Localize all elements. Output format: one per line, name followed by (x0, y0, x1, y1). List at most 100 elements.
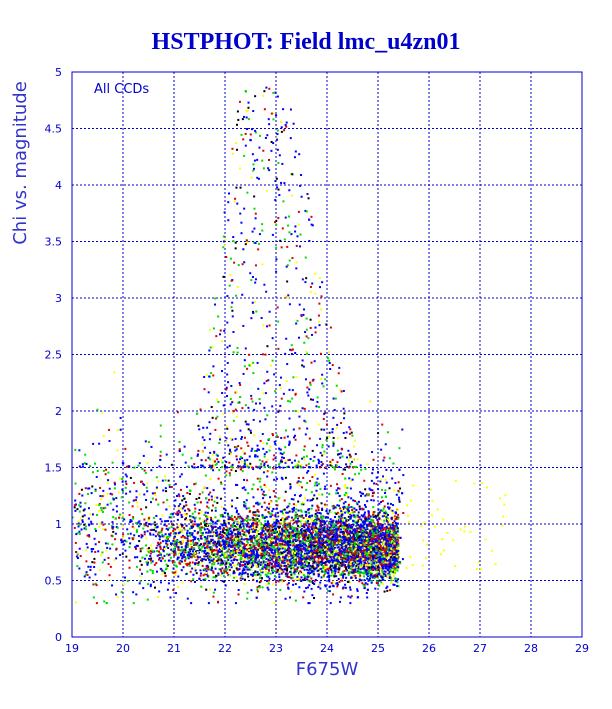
data-point (367, 544, 370, 547)
data-point (255, 565, 258, 568)
data-point (239, 535, 242, 538)
data-point (358, 578, 361, 581)
data-point (318, 540, 321, 543)
data-point (389, 563, 392, 566)
data-point (308, 575, 311, 578)
data-point (274, 553, 277, 556)
data-point (314, 565, 317, 568)
data-point (219, 520, 222, 523)
data-point (173, 537, 176, 540)
data-point (264, 556, 267, 559)
data-point (229, 554, 232, 557)
data-point (234, 507, 237, 510)
data-point (197, 561, 200, 564)
data-point (292, 561, 295, 564)
data-point (345, 554, 348, 557)
grid-lines (71, 71, 583, 638)
data-point (289, 570, 292, 573)
data-point (397, 585, 400, 588)
data-point (240, 546, 243, 549)
data-point (367, 579, 370, 582)
data-point (254, 514, 257, 517)
data-point (280, 572, 283, 575)
data-point (276, 536, 279, 539)
data-point (258, 561, 261, 564)
data-point (388, 542, 391, 545)
data-point (354, 574, 357, 577)
data-point (265, 565, 268, 568)
data-point (203, 513, 206, 516)
data-point (165, 545, 168, 548)
data-point (172, 547, 175, 550)
data-point (364, 559, 367, 562)
data-point (319, 554, 322, 557)
data-point (246, 521, 249, 524)
data-point (305, 544, 308, 547)
data-point (394, 538, 397, 541)
data-point (189, 518, 192, 521)
data-point (166, 564, 169, 567)
data-point (294, 570, 297, 573)
data-point (247, 552, 250, 555)
data-point (313, 530, 316, 533)
data-point (202, 526, 205, 529)
data-point (205, 531, 208, 534)
data-point (231, 534, 234, 537)
data-point (307, 534, 310, 537)
data-point (237, 546, 240, 549)
data-point (271, 557, 274, 560)
data-point (324, 584, 327, 587)
data-point (366, 555, 369, 558)
data-point (385, 567, 388, 570)
data-point (327, 561, 330, 564)
data-point (376, 540, 379, 543)
data-point (379, 523, 382, 526)
data-point (339, 596, 342, 599)
data-point (350, 550, 353, 553)
data-point (313, 560, 316, 563)
data-point (149, 585, 152, 588)
data-point (369, 565, 372, 568)
data-point (363, 504, 366, 507)
data-point (314, 578, 317, 581)
data-point (292, 519, 295, 522)
data-point (380, 575, 383, 578)
data-point (273, 546, 276, 549)
data-point (386, 552, 389, 555)
data-point (229, 530, 232, 533)
data-point (390, 576, 393, 579)
data-point (330, 553, 333, 556)
data-point (192, 573, 195, 576)
data-point (276, 533, 279, 536)
data-point (331, 564, 334, 567)
data-point (376, 562, 379, 565)
data-point (196, 542, 199, 545)
data-point (315, 528, 318, 531)
data-point (316, 529, 319, 532)
data-point (182, 566, 185, 569)
data-point (358, 555, 361, 558)
data-point (374, 547, 377, 550)
data-point (369, 558, 372, 561)
data-point (386, 536, 389, 539)
data-point (274, 564, 277, 567)
data-point (319, 556, 322, 559)
data-point (253, 529, 256, 532)
data-point (365, 565, 368, 568)
data-point (237, 531, 240, 534)
data-point (230, 541, 233, 544)
data-point (332, 533, 335, 536)
data-point (349, 571, 352, 574)
data-point (297, 546, 300, 549)
data-point (230, 543, 233, 546)
data-point (219, 530, 222, 533)
data-point (257, 514, 260, 517)
data-point (371, 565, 374, 568)
data-point (275, 549, 278, 552)
data-point (181, 548, 184, 551)
data-point (311, 523, 314, 526)
data-point (358, 505, 361, 508)
data-point (338, 526, 341, 529)
data-point (276, 569, 279, 572)
data-point (336, 529, 339, 532)
